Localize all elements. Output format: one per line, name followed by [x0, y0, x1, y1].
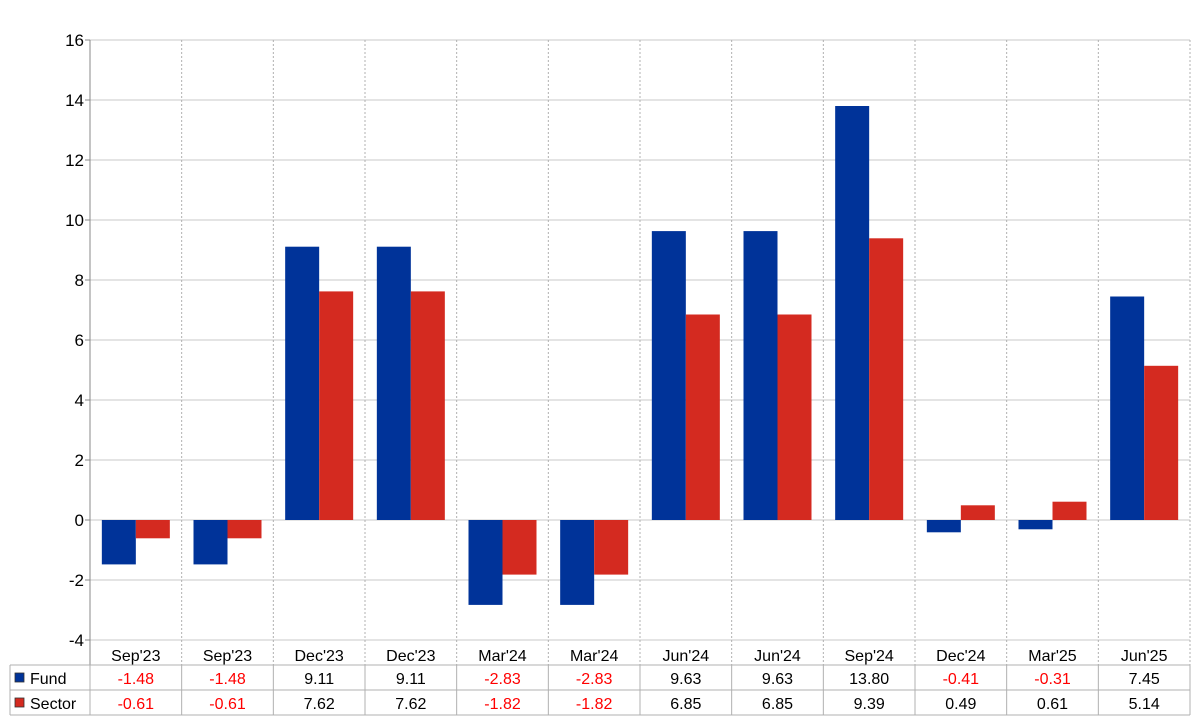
x-category-label: Dec'24	[936, 648, 985, 665]
y-tick-label: 2	[75, 451, 84, 470]
data-label-sector: 9.39	[854, 696, 885, 713]
data-label-fund: -2.83	[576, 671, 613, 688]
x-category-label: Jun'25	[1121, 648, 1168, 665]
data-label-fund: -0.41	[943, 671, 980, 688]
y-tick-label: -4	[69, 631, 84, 650]
data-label-sector: -0.61	[118, 696, 155, 713]
y-tick-label: 10	[65, 211, 84, 230]
data-label-fund: 13.80	[849, 671, 889, 688]
data-label-sector: 6.85	[762, 696, 793, 713]
bar-sector	[319, 291, 354, 520]
x-category-label: Jun'24	[663, 648, 710, 665]
y-tick-label: 0	[75, 511, 84, 530]
bar-sector	[594, 520, 629, 575]
bar-sector	[1144, 365, 1179, 520]
data-label-fund: -1.48	[118, 671, 155, 688]
bar-sector	[227, 520, 262, 539]
data-label-fund: 7.45	[1129, 671, 1160, 688]
bar-fund	[376, 246, 411, 520]
data-label-sector: 6.85	[670, 696, 701, 713]
x-category-label: Dec'23	[295, 648, 344, 665]
x-category-label: Mar'24	[570, 648, 619, 665]
bar-sector	[685, 314, 720, 520]
bar-sector	[410, 291, 445, 520]
data-label-sector: -0.61	[209, 696, 246, 713]
y-tick-label: 16	[65, 31, 84, 50]
legend-label-sector: Sector	[30, 696, 77, 713]
x-category-label: Mar'24	[478, 648, 527, 665]
bar-fund	[1110, 296, 1145, 520]
bar-fund	[743, 231, 778, 520]
y-tick-label: 4	[75, 391, 84, 410]
bar-fund	[1018, 520, 1053, 530]
bar-sector	[135, 520, 170, 539]
x-category-label: Sep'23	[203, 648, 252, 665]
bar-fund	[651, 231, 686, 520]
data-label-fund: 9.11	[304, 671, 334, 688]
data-label-fund: -0.31	[1034, 671, 1071, 688]
data-label-fund: -2.83	[484, 671, 521, 688]
data-label-sector: 5.14	[1129, 696, 1160, 713]
legend-label-fund: Fund	[30, 671, 66, 688]
data-label-sector: -1.82	[576, 696, 613, 713]
data-label-fund: -1.48	[209, 671, 246, 688]
data-label-fund: 9.63	[670, 671, 701, 688]
bar-fund	[926, 520, 961, 533]
bar-sector	[1052, 501, 1087, 520]
bar-sector	[869, 238, 904, 521]
data-label-fund: 9.63	[762, 671, 793, 688]
y-tick-label: 12	[65, 151, 84, 170]
x-category-label: Sep'24	[845, 648, 894, 665]
bar-fund	[101, 520, 136, 565]
data-label-sector: 0.49	[945, 696, 976, 713]
x-category-label: Mar'25	[1028, 648, 1077, 665]
data-label-sector: 0.61	[1037, 696, 1068, 713]
x-category-label: Jun'24	[754, 648, 801, 665]
y-tick-label: 14	[65, 91, 84, 110]
y-tick-label: -2	[69, 571, 84, 590]
bar-sector	[960, 505, 995, 520]
bar-sector	[502, 520, 537, 575]
bar-fund	[560, 520, 595, 605]
x-category-label: Dec'23	[386, 648, 435, 665]
bar-sector	[777, 314, 812, 520]
legend-swatch-sector	[14, 697, 25, 708]
bar-fund	[468, 520, 503, 605]
y-tick-label: 6	[75, 331, 84, 350]
bar-fund	[193, 520, 228, 565]
data-label-fund: 9.11	[396, 671, 426, 688]
x-category-label: Sep'23	[111, 648, 160, 665]
legend-swatch-fund	[14, 672, 25, 683]
bar-fund	[285, 246, 320, 520]
data-label-sector: -1.82	[484, 696, 521, 713]
y-tick-label: 8	[75, 271, 84, 290]
data-label-sector: 7.62	[395, 696, 426, 713]
data-label-sector: 7.62	[304, 696, 335, 713]
bar-fund	[835, 106, 870, 520]
